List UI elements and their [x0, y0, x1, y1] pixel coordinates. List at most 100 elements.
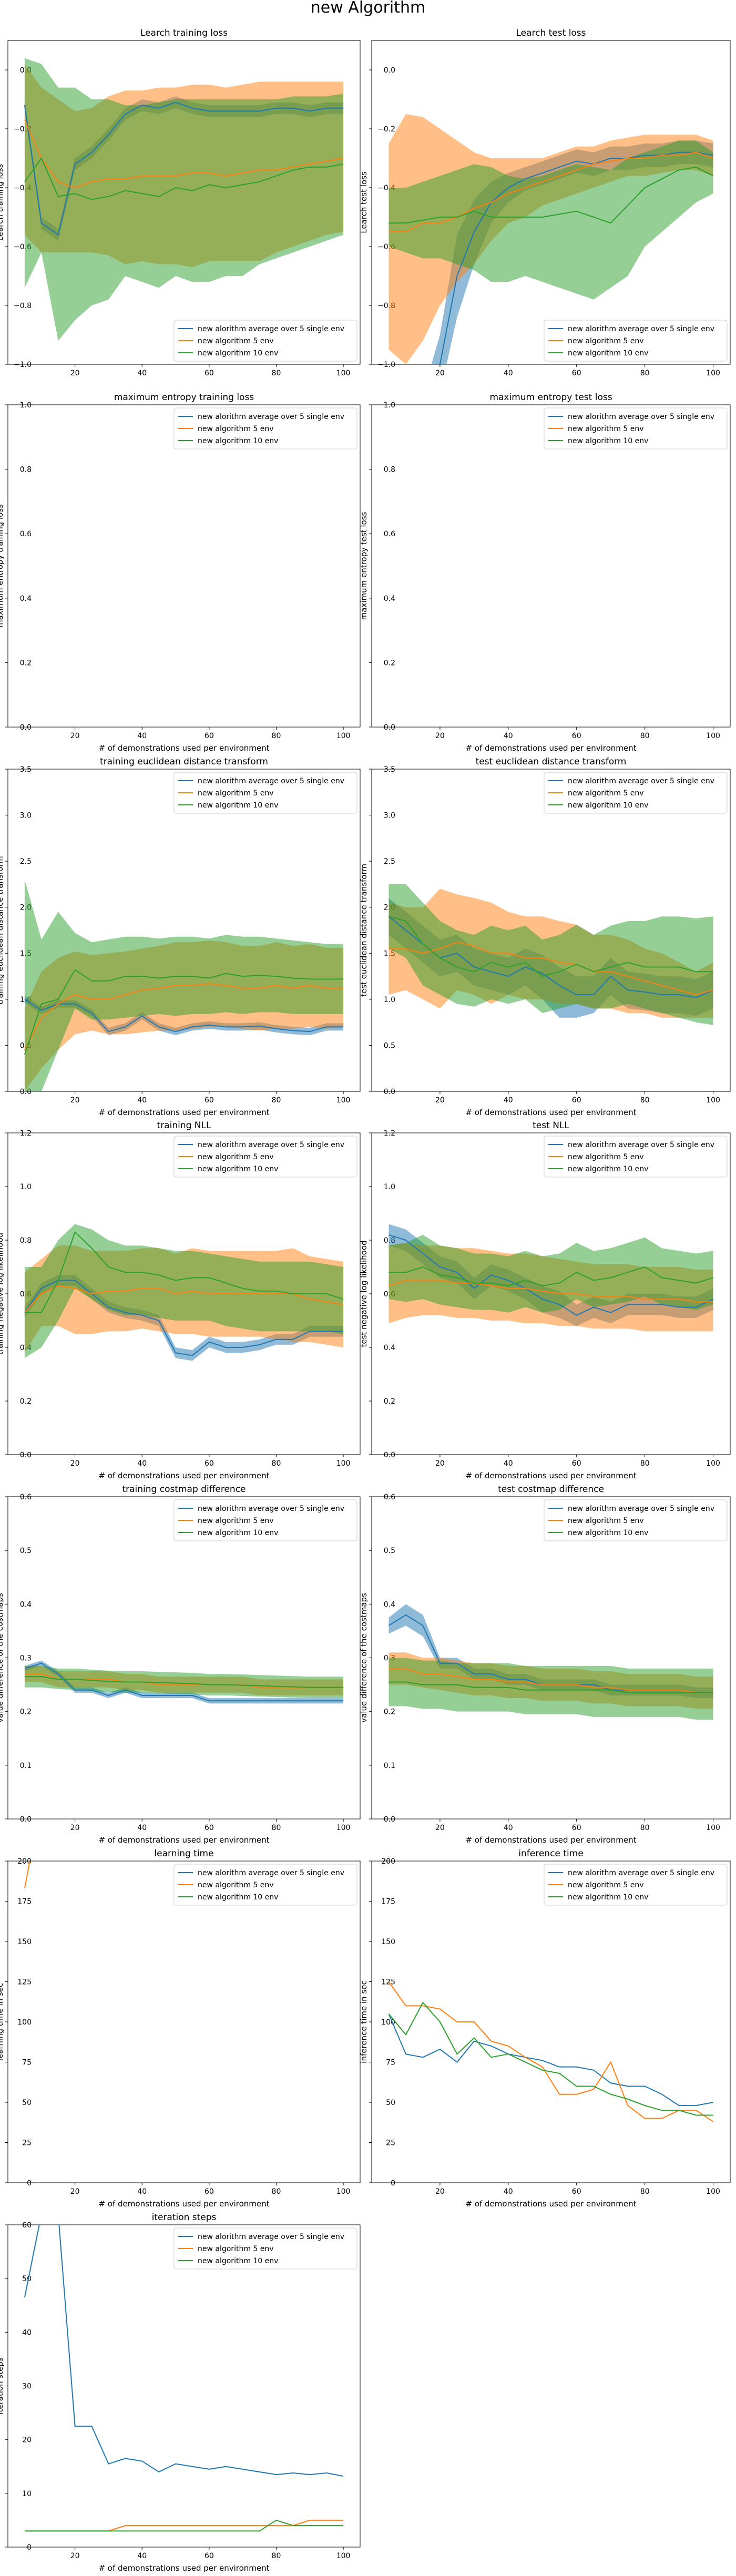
x-tick-label: 60	[205, 369, 214, 377]
legend: new alorithm average over 5 single env ne…	[544, 1864, 728, 1906]
legend-box	[173, 320, 357, 362]
y-tick-label: 0.4	[384, 1600, 395, 1609]
y-tick-label: 175	[381, 1898, 395, 1906]
legend-label: new alorithm average over 5 single env	[568, 777, 714, 785]
x-axis-label: # of demonstrations used per environment	[465, 1835, 636, 1845]
y-tick-label: 150	[17, 1938, 32, 1946]
legend-box	[173, 407, 357, 449]
legend-label: new algorithm 10 env	[568, 1529, 648, 1537]
y-tick-label: 1.0	[20, 1183, 32, 1191]
legend-label: new alorithm average over 5 single env	[568, 1141, 714, 1149]
y-tick-label: 0.4	[384, 595, 395, 603]
x-tick-label: 60	[205, 2187, 214, 2196]
legend-label: new alorithm average over 5 single env	[198, 325, 344, 333]
x-tick-label: 100	[336, 2552, 351, 2560]
y-tick-label: −1.0	[14, 361, 32, 369]
y-tick-label: 0.0	[20, 1451, 32, 1459]
chart-panel-7: training NLL204060801000.00.20.40.60.81.…	[0, 1120, 361, 1480]
confidence-band-1	[24, 1275, 344, 1361]
series-line-3	[24, 2519, 344, 2532]
plot-area	[24, 2225, 344, 2532]
x-tick-label: 60	[205, 1824, 214, 1832]
confidence-band-3	[389, 140, 713, 300]
x-tick-label: 60	[205, 1459, 214, 1468]
x-tick-label: 40	[504, 1096, 513, 1105]
y-tick-label: 50	[386, 2099, 395, 2107]
plot-area	[24, 1224, 344, 1361]
series-line-3	[24, 1676, 344, 1688]
y-axis-label: maximum entropy test loss	[359, 512, 369, 620]
y-tick-label: 3.0	[384, 812, 395, 820]
x-tick-label: 100	[336, 1824, 351, 1832]
x-tick-label: 60	[572, 369, 581, 377]
chart-title: test costmap difference	[498, 1484, 604, 1495]
legend-label: new alorithm average over 5 single env	[198, 1141, 344, 1149]
legend-label: new algorithm 5 env	[568, 425, 644, 433]
x-tick-label: 60	[572, 1824, 581, 1832]
y-tick-label: 0	[391, 2179, 395, 2187]
y-tick-label: 20	[22, 2436, 32, 2445]
x-tick-label: 80	[272, 1459, 281, 1468]
confidence-band-3	[24, 880, 344, 1091]
chart-title: maximum entropy training loss	[114, 392, 254, 403]
x-tick-label: 20	[70, 2552, 80, 2560]
series-line-3	[24, 1231, 344, 1313]
y-tick-label: 0.0	[384, 66, 395, 75]
confidence-band-3	[389, 1658, 713, 1720]
series-line-3	[388, 2001, 713, 2116]
y-axis-label: test euclidean distance transform	[359, 864, 369, 997]
y-tick-label: 0	[27, 2179, 32, 2187]
series-line-2	[24, 119, 344, 189]
x-tick-label: 80	[640, 1096, 650, 1105]
y-tick-label: 0.5	[384, 1041, 395, 1050]
series-line-1	[24, 101, 344, 236]
x-tick-label: 100	[336, 369, 351, 377]
y-tick-label: 3.5	[20, 765, 32, 774]
x-tick-label: 60	[205, 1096, 214, 1105]
x-tick-label: 100	[706, 1824, 720, 1832]
legend-label: new alorithm average over 5 single env	[568, 325, 714, 333]
x-tick-label: 40	[137, 2552, 147, 2560]
y-tick-label: 0.2	[384, 1708, 395, 1716]
y-tick-label: 200	[381, 1857, 395, 1866]
y-tick-label: 0.8	[384, 466, 395, 474]
plot-area	[388, 884, 713, 1025]
x-tick-label: 40	[504, 1824, 513, 1832]
y-tick-label: 100	[17, 2018, 32, 2027]
x-tick-label: 80	[640, 1824, 650, 1832]
legend: new alorithm average over 5 single env ne…	[544, 1499, 728, 1541]
y-tick-label: 0.2	[20, 1708, 32, 1716]
chart-title: test euclidean distance transform	[476, 757, 627, 767]
x-tick-label: 40	[137, 732, 147, 740]
y-tick-label: 50	[22, 2275, 32, 2283]
plot-area	[24, 1861, 30, 1889]
y-tick-label: 1.0	[384, 996, 395, 1004]
y-tick-label: −0.2	[377, 125, 395, 134]
series-line-2	[389, 942, 713, 996]
y-tick-label: 3.0	[20, 812, 32, 820]
y-tick-label: 1.0	[384, 401, 395, 410]
series-line-2	[389, 1280, 713, 1303]
x-tick-label: 80	[272, 2187, 281, 2196]
axes-frame	[371, 769, 731, 1092]
axes-frame	[7, 1496, 361, 1819]
series-line-1	[24, 1662, 344, 1702]
legend-box	[544, 1499, 728, 1541]
legend-box	[544, 1136, 728, 1178]
x-tick-label: 40	[137, 1824, 147, 1832]
series-line-3	[389, 166, 713, 224]
chart-panel-3: maximum entropy training loss 20 40 60 80 100…	[0, 392, 361, 753]
plot-area	[24, 1660, 344, 1704]
y-tick-label: 0.1	[20, 1762, 32, 1770]
x-axis-label: # of demonstrations used per environment	[465, 1471, 636, 1480]
axes-frame	[371, 404, 731, 728]
y-tick-label: 25	[386, 2139, 395, 2148]
chart-panel-8: test NLL204060801000.00.20.40.60.81.01.2…	[359, 1120, 731, 1480]
figure-title: new Algorithm	[310, 0, 426, 17]
y-tick-label: 0.0	[384, 1088, 395, 1096]
x-tick-label: 60	[205, 732, 214, 740]
legend-label: new alorithm average over 5 single env	[198, 2233, 344, 2241]
legend-box	[173, 1499, 357, 1541]
chart-panel-6: test euclidean distance transform 20 40 60 8…	[359, 757, 731, 1117]
x-tick-label: 40	[137, 2187, 147, 2196]
